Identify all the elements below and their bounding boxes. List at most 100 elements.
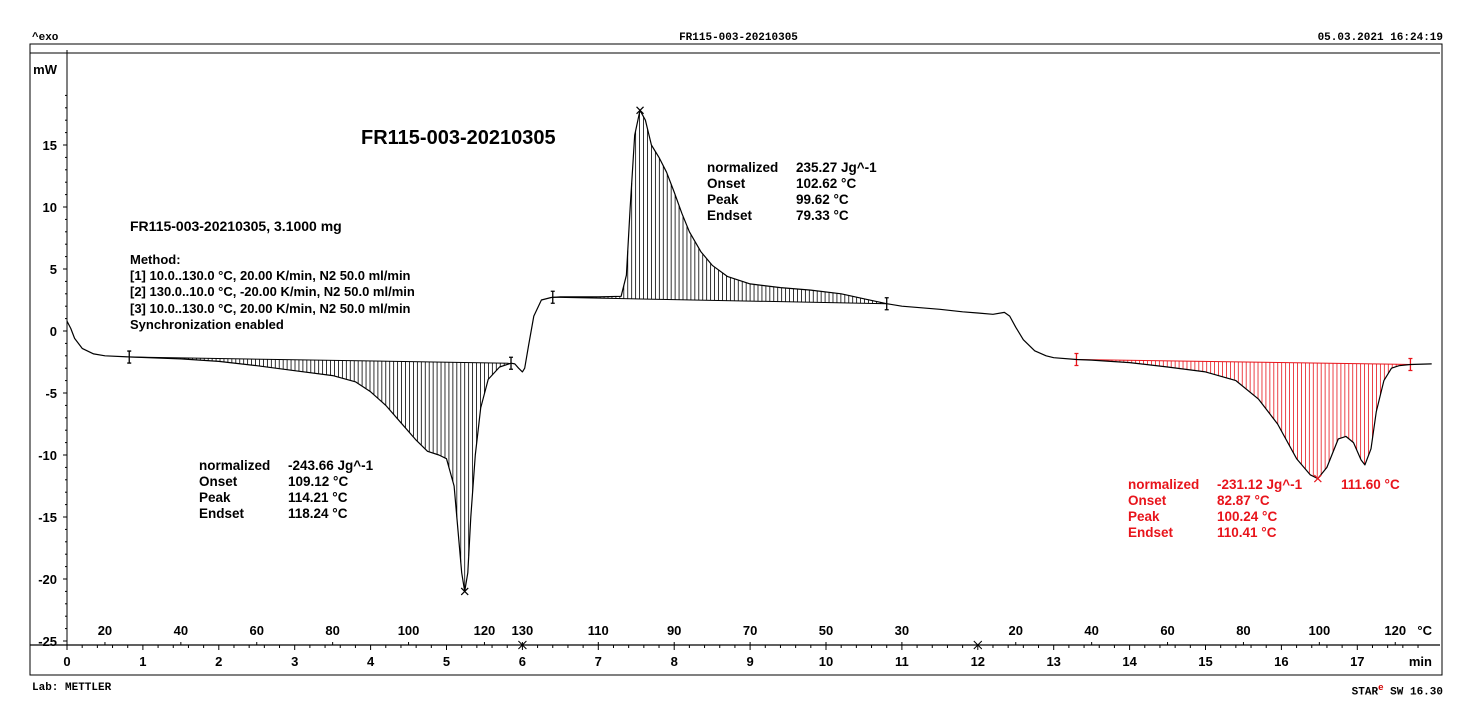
method-step: [1] 10.0..130.0 °C, 20.00 K/min, N2 50.0… [130,268,411,284]
peak1-label: Endset [199,506,245,521]
temperature-tick-label: 130 [512,623,534,638]
x-tick-label: 7 [595,654,602,669]
peak2-label: Endset [707,208,753,223]
peak2-annotation: normalized 235.27 Jg^-1 Onset 102.62 °C Pe… [707,160,877,224]
x-tick-label: 15 [1198,654,1212,669]
temperature-unit: °C [1417,623,1432,638]
y-tick-label: -25 [38,634,57,649]
x-tick-label: 0 [63,654,70,669]
peak3-annotation: normalized -231.12 Jg^-1 111.60 °C Onset 82… [1128,477,1400,541]
peak1-annotation: normalized -243.66 Jg^-1 Onset 109.12 °C P… [199,458,373,522]
temperature-tick-label: 30 [895,623,909,638]
peak3-value: 110.41 °C [1217,525,1277,540]
temperature-tick-label: 90 [667,623,681,638]
integration-baseline [552,296,887,305]
peak3-value: 82.87 °C [1217,493,1270,508]
x-tick-label: 11 [895,654,909,669]
peak1-label: Peak [199,490,231,505]
software-name: STAR [1351,686,1379,699]
y-tick-label: 10 [43,200,57,215]
temperature-tick-label: 120 [1384,623,1406,638]
plot-frame [29,43,1443,676]
temperature-tick-label: 120 [474,623,496,638]
file-id-header: FR115-003-20210305 [679,32,798,44]
y-axis-unit: mW [33,62,58,77]
peak3-value: -231.12 Jg^-1 [1217,477,1303,492]
temperature-tick-label: 100 [1308,623,1330,638]
peak2-value: 235.27 Jg^-1 [796,160,877,175]
peak1-value: -243.66 Jg^-1 [288,458,374,473]
peak1-label: normalized [199,458,271,473]
x-tick-label: 4 [367,654,375,669]
peak-extremum-marker [1313,474,1322,483]
segment-marker [518,640,527,650]
y-tick-label: -5 [45,386,57,401]
temperature-tick-label: 80 [1236,623,1250,638]
chart-title: FR115-003-20210305 [361,127,556,149]
method-sync-note: Synchronization enabled [130,316,284,332]
peak-2-integration [550,112,889,311]
x-tick-label: 9 [746,654,753,669]
y-tick-label: -20 [38,572,57,587]
integration-baseline [1076,359,1411,365]
peak2-label: Onset [707,176,746,191]
x-tick-label: 1 [139,654,146,669]
peak1-value: 118.24 °C [288,506,348,521]
x-axis-unit: min [1409,654,1432,669]
peak2-label: normalized [707,160,779,175]
x-tick-label: 8 [671,654,678,669]
y-tick-label: 0 [50,324,57,339]
peak-extremum-marker [636,106,644,115]
peak1-label: Onset [199,474,238,489]
software-version: SW 16.30 [1383,686,1443,699]
exo-direction-label: ^exo [32,32,59,44]
temperature-tick-label: 70 [743,623,757,638]
x-tick-label: 12 [971,654,985,669]
x-tick-label: 13 [1046,654,1060,669]
peak1-value: 109.12 °C [288,474,349,489]
x-tick-label: 10 [819,654,833,669]
method-step: [2] 130.0..10.0 °C, -20.00 K/min, N2 50.… [130,284,415,300]
peak3-extra-value: 111.60 °C [1341,477,1400,492]
x-tick-label: 2 [215,654,222,669]
peak2-value: 99.62 °C [796,192,849,207]
sample-label: FR115-003-20210305, 3.1000 mg [130,218,342,234]
datetime-header: 05.03.2021 16:24:19 [1317,32,1443,44]
temperature-tick-label: 50 [819,623,833,638]
temperature-tick-label: 100 [398,623,420,638]
peak2-value: 102.62 °C [796,176,857,191]
temperature-tick-label: 60 [1160,623,1174,638]
software-footer: STARe SW 16.30 [1352,682,1443,699]
peak1-value: 114.21 °C [288,490,348,505]
dsc-curve [66,109,1432,592]
segment-marker [973,640,983,650]
x-tick-label: 17 [1350,654,1364,669]
y-tick-label: -15 [38,510,57,525]
temperature-tick-label: 80 [325,623,339,638]
x-tick-label: 16 [1274,654,1288,669]
x-tick-label: 3 [291,654,298,669]
peak3-label: Onset [1128,493,1167,508]
peak3-label: normalized [1128,477,1200,492]
peak2-label: Peak [707,192,739,207]
method-block: Method: [1] 10.0..130.0 °C, 20.00 K/min,… [130,252,415,333]
lab-footer: Lab: METTLER [32,682,112,694]
temperature-tick-label: 20 [98,623,112,638]
temperature-tick-label: 110 [588,623,609,638]
y-tick-label: 15 [43,138,57,153]
software-mark: e [1378,682,1384,693]
peak3-label: Peak [1128,509,1160,524]
temperature-tick-label: 40 [1084,623,1098,638]
peak3-value: 100.24 °C [1217,509,1278,524]
temperature-tick-label: 20 [1009,623,1023,638]
y-tick-label: -10 [38,448,57,463]
y-tick-label: 5 [50,262,57,277]
x-tick-label: 14 [1122,654,1137,669]
x-tick-label: 5 [443,654,450,669]
peak-3-integration [1074,352,1413,479]
integration-baseline [129,356,512,364]
peak2-value: 79.33 °C [796,208,849,223]
temperature-tick-label: 40 [174,623,188,638]
temperature-tick-label: 60 [250,623,264,638]
